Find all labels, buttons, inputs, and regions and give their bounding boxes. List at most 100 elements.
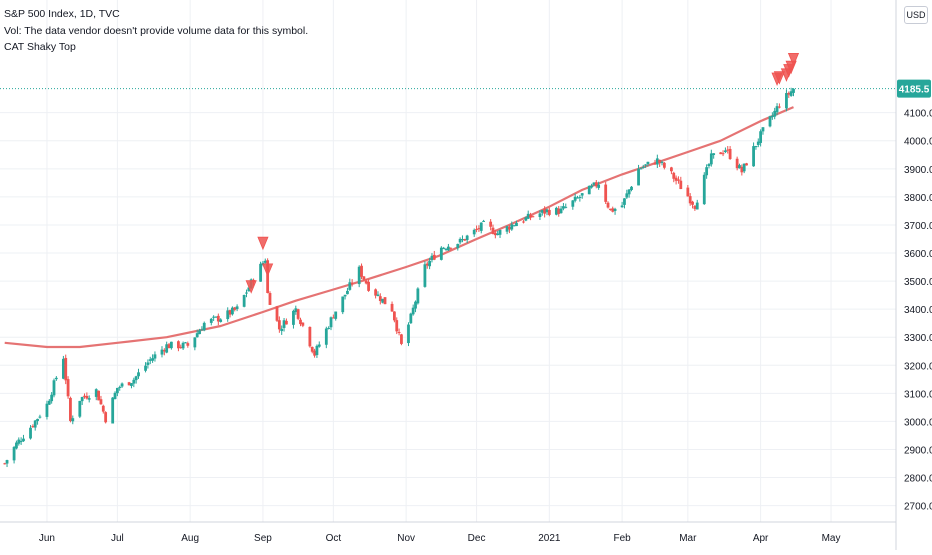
candle-body bbox=[691, 201, 694, 205]
time-tick-label: Mar bbox=[679, 533, 697, 544]
candle-body bbox=[444, 248, 448, 250]
candle-body bbox=[395, 320, 399, 332]
time-tick-label: Feb bbox=[613, 533, 631, 544]
candle-body bbox=[247, 287, 251, 292]
price-tick-label: 3200.0 bbox=[904, 361, 932, 372]
shaky-top-signal-marker bbox=[262, 263, 274, 277]
candle bbox=[111, 396, 115, 424]
grid-lines bbox=[0, 0, 896, 522]
candle bbox=[132, 377, 136, 388]
candle-body bbox=[515, 222, 518, 227]
candle-body bbox=[275, 306, 279, 321]
candle bbox=[36, 418, 39, 425]
candle bbox=[167, 342, 171, 349]
candle-body bbox=[411, 307, 415, 315]
candle-body bbox=[400, 334, 403, 344]
candle-body bbox=[439, 247, 443, 260]
candle bbox=[590, 183, 593, 189]
candle bbox=[101, 404, 105, 414]
candle bbox=[691, 200, 694, 209]
candle-body bbox=[130, 383, 133, 386]
candle-body bbox=[362, 276, 366, 280]
candle bbox=[463, 238, 467, 242]
candle bbox=[613, 207, 617, 215]
candle-body bbox=[677, 179, 680, 181]
candle-body bbox=[212, 316, 216, 318]
candle bbox=[231, 306, 234, 316]
candle bbox=[381, 298, 385, 304]
candle-body bbox=[759, 131, 763, 143]
candle bbox=[242, 294, 246, 308]
candle-body bbox=[775, 106, 779, 113]
candle bbox=[113, 391, 117, 400]
candle-body bbox=[134, 376, 138, 381]
candle-body bbox=[115, 387, 119, 394]
candle bbox=[360, 263, 363, 280]
candle-body bbox=[545, 209, 549, 213]
candle bbox=[407, 322, 410, 347]
candle bbox=[327, 326, 331, 330]
candle bbox=[686, 185, 690, 197]
candle bbox=[200, 326, 204, 331]
candle bbox=[193, 337, 197, 351]
candle bbox=[785, 89, 788, 112]
candle bbox=[66, 376, 70, 399]
candle-body bbox=[151, 358, 154, 361]
candle bbox=[425, 261, 429, 269]
candle-body bbox=[461, 238, 464, 241]
candle bbox=[346, 287, 349, 295]
candle bbox=[52, 378, 56, 398]
candle-body bbox=[778, 106, 781, 108]
candle-body bbox=[686, 187, 690, 197]
candle-body bbox=[639, 168, 643, 170]
candle bbox=[491, 224, 495, 235]
candle-body bbox=[613, 208, 617, 211]
symbol-title[interactable]: S&P 500 Index, 1D, TVC bbox=[4, 8, 120, 20]
currency-button[interactable]: USD bbox=[904, 6, 928, 24]
candle-body bbox=[623, 198, 626, 205]
candle bbox=[15, 440, 18, 450]
candle-body bbox=[87, 398, 91, 400]
candle-body bbox=[5, 460, 9, 464]
candle bbox=[545, 208, 549, 216]
candle-body bbox=[724, 150, 727, 153]
candle-body bbox=[620, 205, 624, 208]
candle-body bbox=[745, 163, 748, 166]
candle bbox=[87, 395, 91, 403]
candle bbox=[409, 312, 413, 324]
candle-body bbox=[66, 379, 70, 397]
candle bbox=[397, 328, 401, 336]
candle-body bbox=[752, 146, 755, 167]
candle bbox=[80, 396, 84, 406]
candle-body bbox=[193, 337, 197, 348]
candle-body bbox=[360, 265, 363, 277]
candle-body bbox=[604, 184, 608, 202]
candle-body bbox=[625, 193, 629, 198]
candle bbox=[789, 87, 793, 97]
candle-body bbox=[702, 174, 706, 205]
candle-body bbox=[653, 162, 657, 165]
candle bbox=[275, 305, 279, 322]
candle-body bbox=[547, 209, 551, 215]
candle-body bbox=[742, 163, 746, 172]
candle bbox=[719, 151, 723, 155]
candle-body bbox=[660, 161, 664, 163]
indicator-name[interactable]: CAT Shaky Top bbox=[4, 41, 76, 53]
candle bbox=[493, 229, 497, 239]
candle-body bbox=[756, 141, 760, 145]
candle-body bbox=[144, 365, 147, 371]
candle-body bbox=[292, 310, 295, 325]
candle bbox=[573, 193, 577, 203]
candle-body bbox=[498, 230, 502, 235]
candle-body bbox=[430, 255, 434, 261]
candle-body bbox=[357, 266, 361, 285]
candle bbox=[357, 265, 361, 288]
candle-body bbox=[721, 153, 725, 155]
candle bbox=[508, 225, 511, 234]
candle bbox=[477, 225, 481, 232]
candle bbox=[754, 145, 758, 150]
candle bbox=[104, 411, 108, 424]
price-tick-label: 3400.0 bbox=[904, 305, 932, 316]
